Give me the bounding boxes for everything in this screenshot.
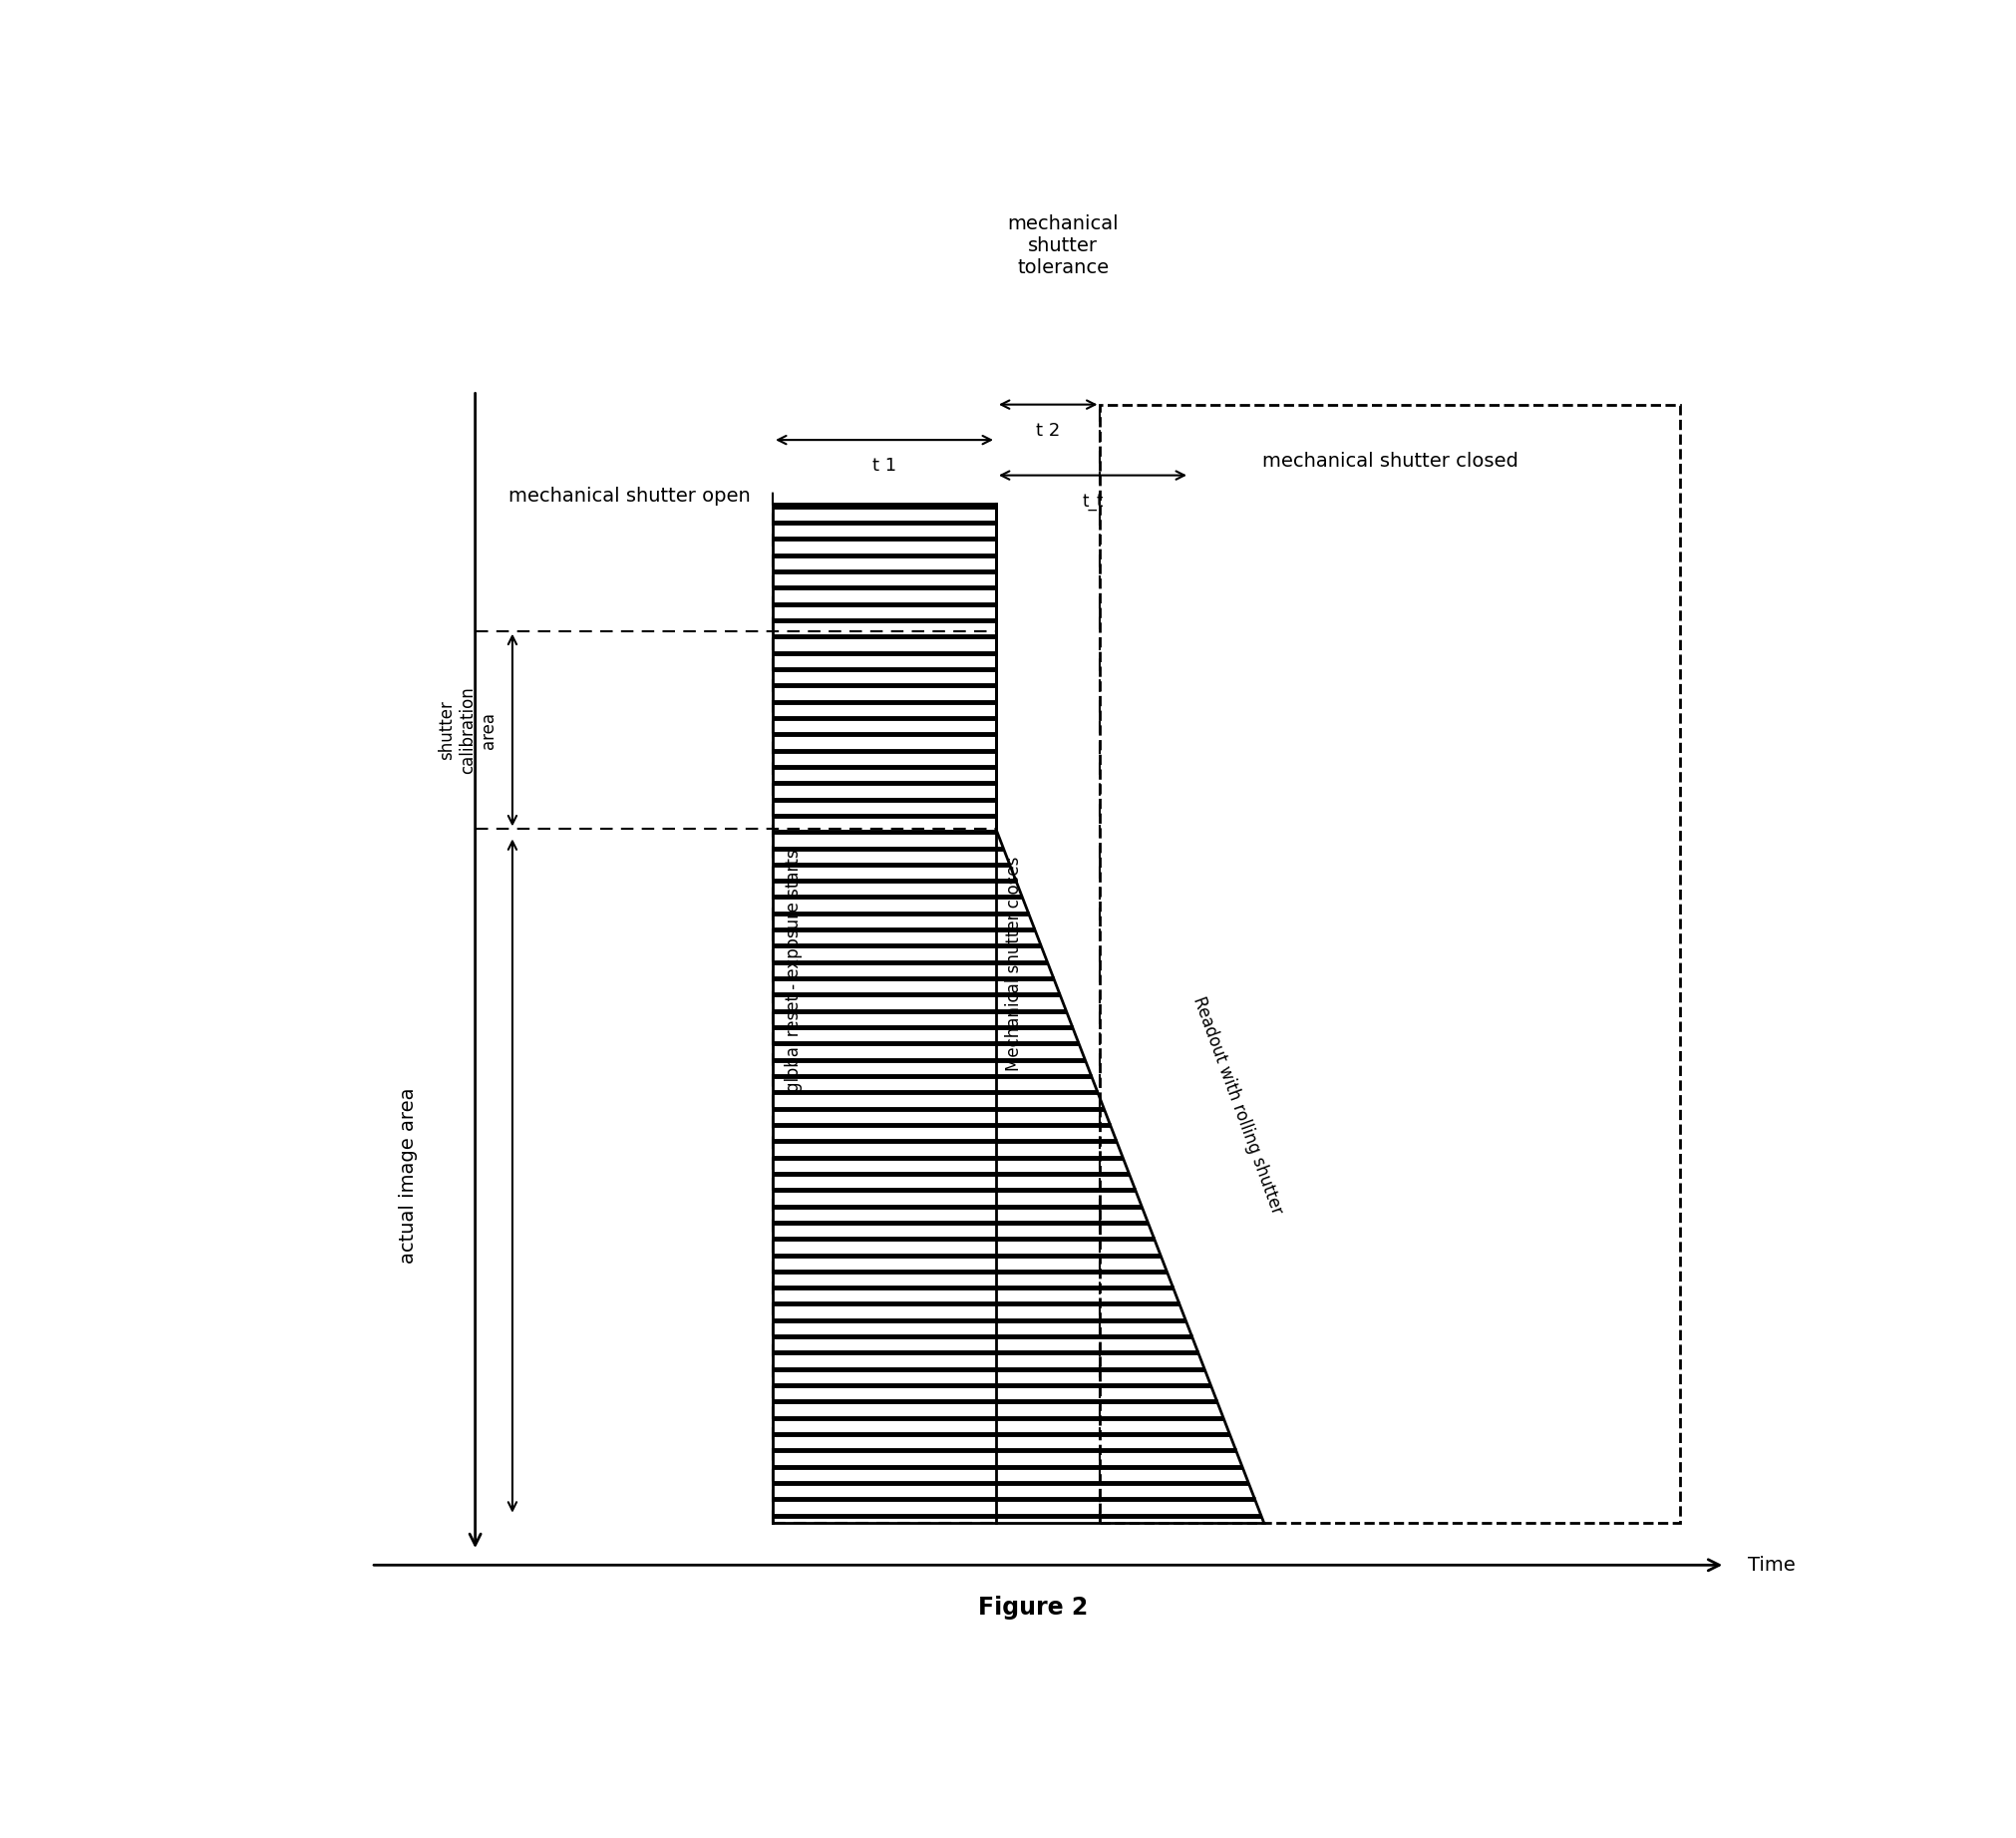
Text: shutter
calibration
area: shutter calibration area xyxy=(437,686,498,774)
Text: Mechanical shutter closes: Mechanical shutter closes xyxy=(1004,857,1022,1072)
Text: mechanical
shutter
tolerance: mechanical shutter tolerance xyxy=(1008,215,1119,278)
Text: mechanical shutter open: mechanical shutter open xyxy=(508,487,750,505)
Text: Time: Time xyxy=(1748,1555,1794,1575)
Text: t_t: t_t xyxy=(1083,493,1103,511)
Text: actual image area: actual image area xyxy=(399,1088,417,1265)
Text: t 2: t 2 xyxy=(1036,421,1060,439)
Bar xyxy=(1101,404,1681,1522)
Text: mechanical shutter closed: mechanical shutter closed xyxy=(1262,452,1518,471)
Text: Figure 2: Figure 2 xyxy=(978,1595,1089,1619)
Text: t 1: t 1 xyxy=(873,458,897,474)
Text: global reset - exposure starts: global reset - exposure starts xyxy=(784,849,802,1092)
Text: Readout with rolling shutter: Readout with rolling shutter xyxy=(1189,994,1286,1217)
